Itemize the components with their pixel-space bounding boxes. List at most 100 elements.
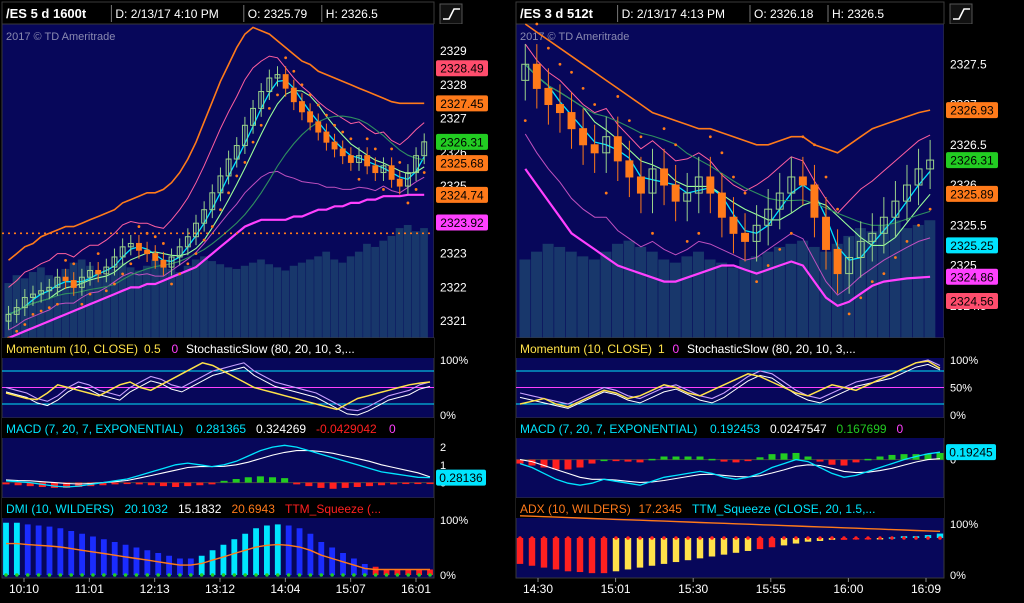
price-badge	[436, 186, 488, 203]
study-label: 0.192453	[710, 422, 760, 436]
squeeze-dot	[674, 536, 678, 540]
psar-dot	[202, 238, 206, 242]
macd-hist-bar	[900, 454, 908, 460]
volume-bar	[175, 272, 184, 338]
psar-dot	[928, 207, 932, 211]
squeeze-dot	[232, 573, 237, 577]
candle	[798, 176, 807, 186]
squeeze-dot	[428, 573, 432, 577]
volume-bar	[612, 243, 623, 338]
study-label: 20.6943	[232, 502, 276, 516]
time-tick-label: 15:01	[601, 582, 631, 596]
squeeze-bar	[318, 542, 325, 575]
candle	[209, 192, 216, 211]
time-axis: 10:10 11:01 12:13 13:12 14:04 15:07 16:01	[9, 578, 431, 596]
header-field: H: 2326.5	[832, 7, 884, 21]
macd-panel: MACD (7, 20, 7, EXPONENTIAL) 0.192453 0.02…	[515, 417, 996, 499]
squeeze-bar	[155, 553, 162, 575]
candle	[152, 253, 159, 261]
psar-dot	[210, 225, 214, 228]
candle	[613, 136, 622, 162]
squeeze-bar	[540, 538, 548, 568]
squeeze-dot	[710, 536, 714, 540]
macd-hist-bar	[744, 459, 752, 462]
squeeze-bar	[528, 538, 536, 566]
macd-hist-bar	[268, 477, 277, 483]
squeeze-dot	[254, 573, 258, 577]
psar-dot	[178, 272, 182, 276]
lower-tick-label: 100%	[440, 515, 468, 527]
squeeze-bar	[732, 538, 740, 553]
macd-hist-bar	[540, 459, 548, 468]
psar-dot	[219, 208, 222, 212]
symbol-label: /ES 3 d 512t	[520, 6, 594, 21]
psar-dot	[824, 175, 828, 179]
psar-dot	[546, 46, 550, 50]
candle	[347, 155, 354, 163]
ma-fast-line	[8, 79, 425, 316]
volume-bar	[273, 267, 282, 338]
psar-dot	[422, 171, 426, 174]
study-label: StochasticSlow (80, 20, 10, 3,...	[687, 342, 856, 356]
squeeze-bar	[624, 538, 632, 570]
candle	[764, 208, 773, 226]
squeeze-dot	[297, 573, 302, 577]
squeeze-bar	[576, 538, 584, 573]
volume-bar	[94, 272, 102, 338]
macd-hist-bar	[26, 482, 34, 487]
candle	[532, 63, 541, 89]
volume-bar	[314, 256, 322, 338]
momentum-line	[5, 362, 431, 411]
candle	[217, 175, 224, 194]
price-badge-label: 2325.89	[950, 187, 994, 201]
macd-hist-bar	[99, 482, 107, 486]
candle	[168, 256, 175, 268]
volume-bar	[297, 262, 306, 338]
price-badge-label: 2324.56	[950, 294, 994, 308]
price-badge	[946, 102, 998, 119]
candle	[845, 256, 854, 275]
draw-tool-icon[interactable]	[439, 3, 463, 25]
candle	[46, 286, 53, 292]
candle	[38, 290, 45, 295]
squeeze-dot	[145, 573, 150, 577]
header-field: O: 2325.79	[248, 7, 308, 21]
volume-bar	[363, 243, 371, 338]
candle	[380, 165, 387, 174]
squeeze-bar	[264, 525, 270, 575]
draw-tool-icon[interactable]	[949, 3, 973, 25]
macd-badge-label: 0.19245	[949, 446, 993, 460]
squeeze-bar	[696, 538, 704, 559]
volume-bar	[519, 259, 531, 338]
header-field: O: 2326.18	[754, 7, 814, 21]
volume-bar	[866, 231, 878, 338]
momentum-tick-label: 50%	[950, 383, 972, 395]
study-label: Momentum (10, CLOSE)	[6, 342, 138, 356]
macd-badge	[436, 469, 486, 486]
price-badge	[946, 292, 998, 309]
study-label: ADX (10, WILDERS)	[520, 502, 631, 516]
price-badge-label: 2328.49	[440, 62, 484, 76]
macd-hist-bar	[564, 459, 572, 470]
squeeze-bar	[79, 533, 86, 575]
candle	[250, 107, 256, 126]
draw-tool-icon-glyph	[443, 8, 460, 20]
candle	[21, 296, 28, 309]
psar-dot	[743, 191, 747, 195]
psar-dot	[720, 151, 724, 155]
psar-dot	[581, 87, 585, 90]
macd-signal-line	[5, 450, 431, 485]
keltner-lower-line	[524, 133, 931, 296]
psar-dot	[153, 235, 157, 239]
squeeze-dot	[818, 536, 822, 540]
macd-line	[5, 444, 431, 488]
lower-band-line	[8, 193, 425, 340]
volume-bar	[588, 259, 600, 338]
squeeze-bar	[792, 538, 800, 544]
macd-hist-bar	[305, 482, 313, 487]
volume-bar	[183, 265, 192, 338]
squeeze-dot	[830, 536, 834, 540]
time-tick-label: 15:30	[678, 582, 708, 596]
candle	[787, 176, 796, 194]
